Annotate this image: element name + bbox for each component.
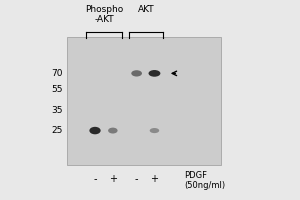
Ellipse shape	[108, 128, 118, 134]
Text: +: +	[109, 174, 117, 184]
Text: AKT: AKT	[138, 5, 155, 14]
Ellipse shape	[148, 70, 160, 77]
Text: 70: 70	[51, 69, 62, 78]
Text: +: +	[151, 174, 158, 184]
Text: 25: 25	[51, 126, 62, 135]
Text: Phospho: Phospho	[85, 5, 123, 14]
Bar	[67, 37, 221, 165]
Ellipse shape	[89, 127, 101, 134]
Text: 55: 55	[51, 85, 62, 94]
Text: PDGF: PDGF	[184, 171, 207, 180]
Text: -: -	[93, 174, 97, 184]
Ellipse shape	[131, 70, 142, 77]
Text: 35: 35	[51, 106, 62, 115]
Ellipse shape	[150, 128, 159, 133]
Text: -: -	[135, 174, 138, 184]
Text: (50ng/ml): (50ng/ml)	[184, 181, 225, 190]
Text: -AKT: -AKT	[94, 15, 114, 24]
